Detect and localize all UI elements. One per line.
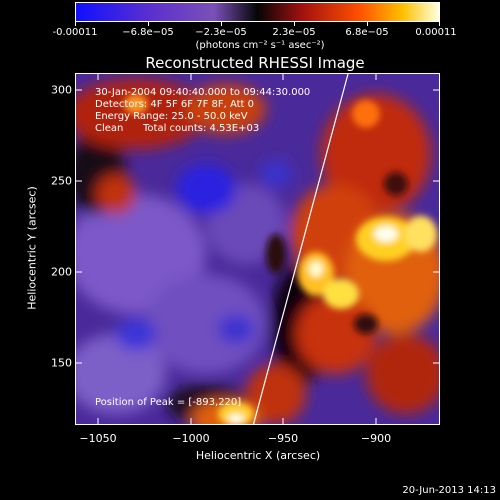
y-tick-label: 300	[51, 83, 72, 97]
annotation-energy: Energy Range: 25.0 - 50.0 keV	[95, 111, 248, 122]
annotation-detectors: Detectors: 4F 5F 6F 7F 8F, Att 0	[95, 99, 255, 110]
colorbar-label: -0.00011	[52, 27, 98, 38]
colorbar-label: 0.00011	[415, 27, 457, 38]
color-bar	[75, 2, 440, 22]
y-tick-label: 200	[51, 265, 72, 279]
y-tick-label: 150	[51, 356, 72, 370]
y-axis-title: Heliocentric Y (arcsec)	[25, 186, 39, 310]
x-tick-label: −950	[267, 432, 299, 445]
x-tick-label: −900	[360, 432, 392, 445]
annotation-time: 30-Jan-2004 09:40:40.000 to 09:44:30.000	[95, 87, 311, 98]
x-tick-label: −1050	[79, 432, 117, 445]
colorbar-label: −2.3e−05	[195, 27, 247, 38]
y-tick-label: 250	[51, 174, 72, 188]
footer-date: 20-Jun-2013 14:13	[402, 485, 496, 496]
colorbar-units: (photons cm⁻² s⁻¹ asec⁻²)	[195, 40, 325, 51]
x-tick-label: −1000	[172, 432, 210, 445]
annotation-counts: Total counts: 4.53E+03	[143, 123, 260, 134]
colorbar-label: −6.8e−05	[122, 27, 174, 38]
colorbar-label: 2.3e−05	[272, 27, 316, 38]
x-axis-title: Heliocentric X (arcsec)	[195, 449, 321, 462]
rhessi-image	[76, 74, 439, 424]
annotation-peak: Position of Peak = [-893,220]	[95, 397, 242, 408]
plot-title: Reconstructed RHESSI Image	[145, 54, 365, 72]
image-plot: 30-Jan-2004 09:40:40.000 to 09:44:30.000…	[75, 73, 440, 425]
colorbar-label: 6.8e−05	[345, 27, 389, 38]
annotation-method: Clean	[95, 123, 124, 134]
